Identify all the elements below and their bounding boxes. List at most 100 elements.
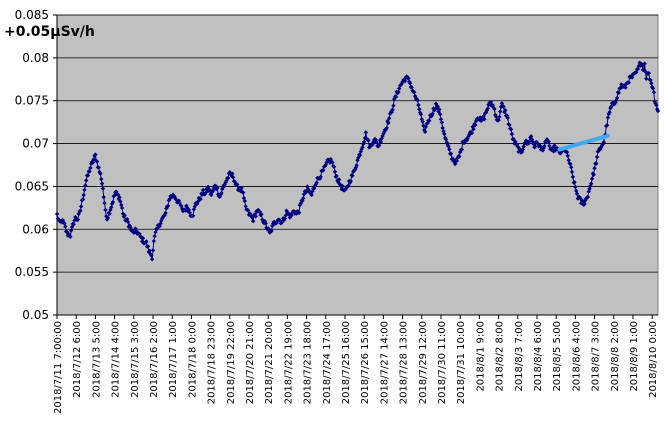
data-point bbox=[75, 217, 81, 222]
data-point bbox=[498, 109, 503, 114]
x-tick-label: 2018/7/19 22:00 bbox=[226, 321, 237, 404]
data-point bbox=[154, 226, 160, 232]
data-point bbox=[649, 84, 655, 90]
data-point bbox=[527, 139, 532, 144]
data-point bbox=[149, 257, 155, 262]
data-point bbox=[564, 149, 570, 155]
data-point bbox=[151, 238, 157, 244]
x-tick-label: 2018/8/8 2:00 bbox=[610, 321, 621, 392]
data-point bbox=[85, 173, 91, 178]
data-point bbox=[219, 190, 224, 196]
data-point bbox=[550, 145, 556, 151]
data-point bbox=[144, 239, 149, 244]
data-point bbox=[386, 120, 391, 126]
data-point bbox=[157, 223, 162, 229]
data-point bbox=[613, 100, 618, 105]
data-point bbox=[649, 81, 654, 86]
data-point bbox=[417, 107, 422, 112]
data-point bbox=[542, 143, 547, 149]
data-point bbox=[152, 233, 157, 239]
data-point bbox=[94, 159, 100, 164]
data-point bbox=[447, 147, 452, 152]
data-point bbox=[65, 233, 71, 238]
data-point bbox=[445, 142, 450, 148]
y-tick-label: 0.075 bbox=[15, 94, 49, 108]
data-point bbox=[473, 118, 479, 124]
data-point bbox=[346, 183, 351, 188]
data-point bbox=[654, 102, 659, 108]
data-point bbox=[573, 184, 578, 190]
data-point bbox=[605, 115, 611, 120]
data-point bbox=[570, 174, 576, 180]
x-tick-label: 2018/7/31 10:00 bbox=[456, 321, 467, 404]
data-point bbox=[503, 108, 508, 113]
data-point bbox=[535, 141, 540, 146]
trend-line bbox=[557, 133, 610, 152]
data-point bbox=[87, 169, 92, 174]
data-point bbox=[78, 208, 83, 214]
data-point bbox=[607, 109, 612, 115]
data-point bbox=[488, 99, 494, 105]
data-point bbox=[610, 100, 616, 105]
data-point bbox=[110, 199, 116, 205]
x-tick-label: 2018/7/29 12:00 bbox=[418, 321, 429, 404]
data-point bbox=[130, 228, 136, 233]
x-tick-label: 2018/7/18 0:00 bbox=[187, 321, 198, 398]
data-point bbox=[69, 224, 75, 230]
data-point bbox=[323, 162, 328, 167]
data-point bbox=[538, 143, 543, 149]
data-point bbox=[622, 83, 627, 88]
data-point bbox=[209, 192, 214, 198]
data-point bbox=[340, 183, 345, 189]
data-point bbox=[482, 116, 487, 122]
data-point bbox=[430, 111, 435, 116]
x-tick-label: 2018/7/30 11:00 bbox=[437, 321, 448, 404]
data-point bbox=[509, 131, 515, 137]
data-point bbox=[507, 122, 512, 128]
data-point bbox=[84, 178, 89, 183]
data-point bbox=[186, 207, 192, 213]
data-point bbox=[582, 201, 587, 207]
data-point bbox=[334, 173, 339, 179]
data-point bbox=[422, 129, 428, 134]
data-point bbox=[589, 176, 595, 181]
x-tick-label: 2018/7/11 7:00:00 bbox=[53, 321, 64, 414]
x-tick-label: 2018/8/7 3:00 bbox=[591, 321, 602, 392]
x-tick-label: 2018/8/9 1:00 bbox=[629, 321, 640, 392]
data-point bbox=[247, 211, 253, 216]
data-point bbox=[82, 187, 87, 193]
x-tick-label: 2018/7/14 4:00 bbox=[111, 321, 122, 398]
data-point bbox=[366, 138, 371, 143]
data-point bbox=[187, 210, 192, 215]
x-tick-label: 2018/8/10 0:00 bbox=[648, 321, 659, 398]
data-point bbox=[355, 158, 360, 163]
data-point bbox=[348, 178, 354, 184]
data-point bbox=[416, 102, 421, 108]
data-point bbox=[337, 182, 343, 187]
data-point bbox=[263, 221, 268, 226]
data-point bbox=[257, 209, 263, 214]
data-point bbox=[437, 107, 442, 112]
data-point bbox=[377, 143, 382, 148]
data-point bbox=[240, 190, 246, 195]
x-tick-label: 2018/8/4 6:00 bbox=[533, 321, 544, 392]
data-point bbox=[148, 251, 153, 257]
data-point bbox=[332, 169, 338, 174]
data-point bbox=[546, 139, 551, 144]
data-point bbox=[496, 117, 501, 123]
x-tick-label: 2018/8/5 5:00 bbox=[552, 321, 563, 392]
data-point bbox=[225, 175, 231, 181]
data-point bbox=[361, 139, 367, 144]
data-point bbox=[530, 139, 535, 144]
data-point bbox=[608, 105, 613, 111]
data-point bbox=[589, 181, 594, 186]
x-tick-label: 2018/7/21 20:00 bbox=[264, 321, 275, 404]
data-point bbox=[153, 229, 158, 235]
data-point bbox=[383, 127, 389, 132]
data-point bbox=[594, 161, 599, 166]
data-point bbox=[347, 180, 353, 185]
y-tick-label: 0.06 bbox=[22, 222, 49, 236]
data-point bbox=[483, 110, 489, 115]
data-point bbox=[586, 189, 591, 194]
